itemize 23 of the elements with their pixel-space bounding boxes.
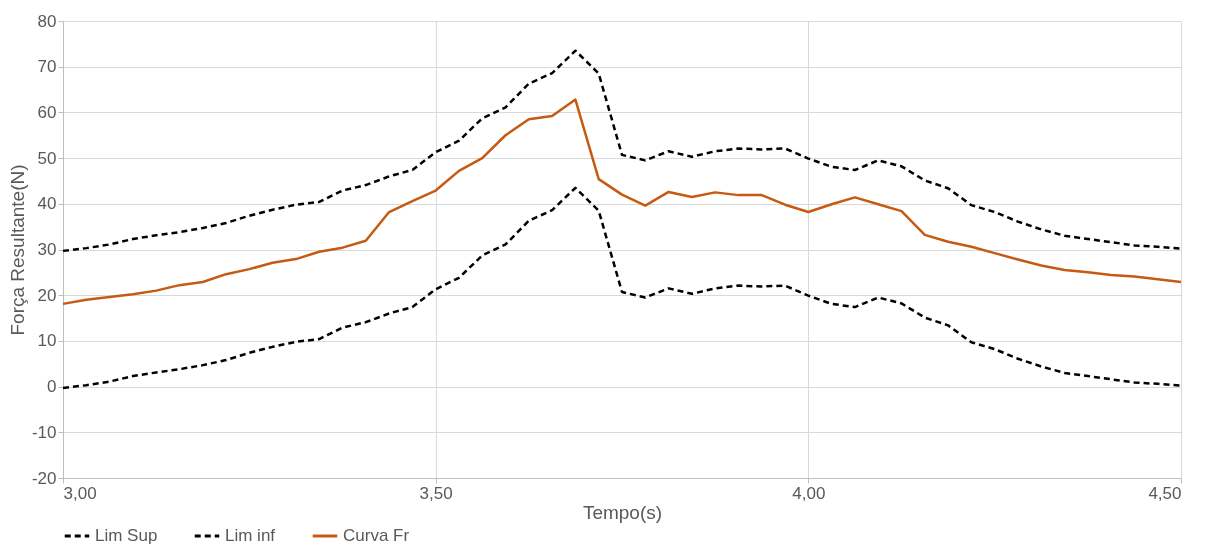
line-series xyxy=(61,49,1183,253)
y-axis-title: Força Resultante(N) xyxy=(6,164,28,336)
legend-label: Curva Fr xyxy=(343,526,410,545)
x-tick-label: 4,00 xyxy=(792,483,826,503)
legend-label: Lim Sup xyxy=(95,526,158,545)
legend-label: Lim inf xyxy=(225,526,276,545)
x-tick-label: 3,50 xyxy=(419,483,453,503)
y-tick-label: 30 xyxy=(37,240,57,259)
y-tick-label: 40 xyxy=(37,194,57,214)
y-tick-label: -20 xyxy=(31,468,57,488)
y-tick-label: 20 xyxy=(37,285,57,305)
y-tick-label: 0 xyxy=(47,377,57,397)
y-tick-label: 60 xyxy=(37,102,57,122)
x-axis-title: Tempo(s) xyxy=(582,501,663,523)
y-tick-label: -10 xyxy=(31,422,57,442)
x-tick-label: 3,00 xyxy=(63,483,97,503)
x-tick-label: 4,50 xyxy=(1148,483,1182,503)
y-tick-label: 70 xyxy=(37,57,57,77)
y-tick-label: 80 xyxy=(37,11,57,31)
line-series xyxy=(61,98,1183,306)
y-tick-label: 10 xyxy=(37,331,57,351)
y-tick-label: 50 xyxy=(37,148,57,168)
line-series xyxy=(61,186,1183,390)
